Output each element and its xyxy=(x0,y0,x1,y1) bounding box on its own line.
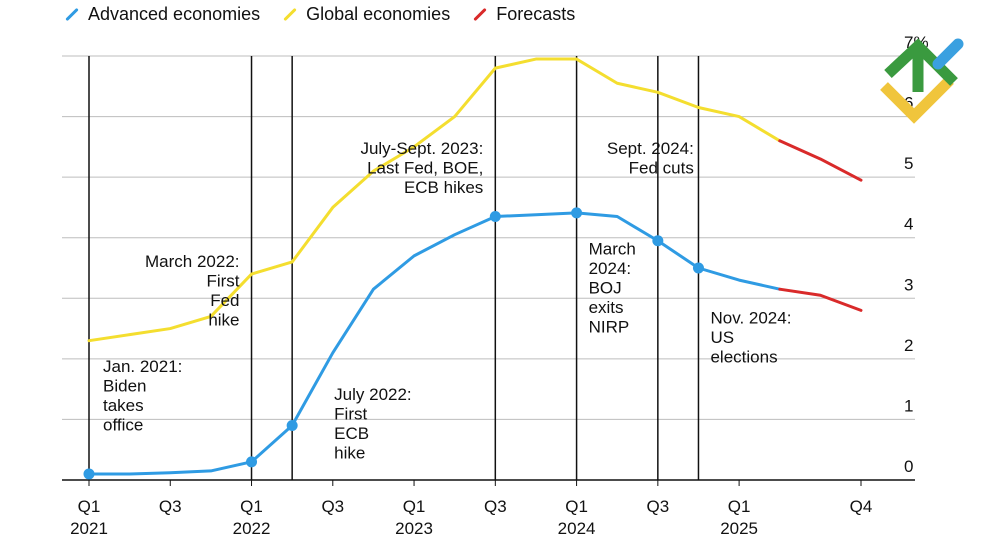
legend-label-forecasts: Forecasts xyxy=(496,4,576,24)
y-tick-label: 5 xyxy=(904,154,913,173)
x-tick-year: 2021 xyxy=(70,519,108,538)
legend-item-forecasts: Forecasts xyxy=(472,4,575,25)
x-tick-label: Q1 xyxy=(728,497,751,516)
x-tick-year: 2022 xyxy=(233,519,271,538)
y-tick-label: 2 xyxy=(904,336,913,355)
data-point-marker xyxy=(652,235,664,247)
brand-logo-icon xyxy=(880,38,964,124)
x-tick-year: 2025 xyxy=(720,519,758,538)
data-point-marker xyxy=(692,262,704,274)
x-tick-label: Q3 xyxy=(646,497,669,516)
y-tick-label: 1 xyxy=(904,396,913,415)
event-annotation-6: Nov. 2024: US elections xyxy=(710,309,791,367)
y-tick-label: 0 xyxy=(904,457,913,476)
forecast-line-global xyxy=(778,139,863,182)
event-annotation-1: March 2022: First Fed hike xyxy=(145,252,240,330)
event-annotations: Jan. 2021: Biden takes office March 2022: Fir… xyxy=(103,139,791,462)
event-annotation-5: Sept. 2024: Fed cuts xyxy=(607,139,694,178)
y-tick-label: 4 xyxy=(904,215,913,234)
series-markers xyxy=(83,207,704,480)
event-lines xyxy=(88,56,700,480)
event-annotation-0: Jan. 2021: Biden takes office xyxy=(103,357,182,435)
x-tick-label: Q3 xyxy=(159,497,182,516)
x-tick-label: Q4 xyxy=(850,497,873,516)
event-annotation-4: March 2024: BOJ exits NIRP xyxy=(589,240,636,337)
series-line-global xyxy=(87,57,782,343)
x-tick-year: 2024 xyxy=(558,519,596,538)
event-annotation-2: July 2022: First ECB hike xyxy=(334,385,412,463)
series-lines xyxy=(87,57,863,476)
forecast-line-advanced xyxy=(778,287,863,312)
x-tick-year: 2023 xyxy=(395,519,433,538)
data-point-marker xyxy=(489,211,501,223)
legend-item-advanced: Advanced economies xyxy=(64,4,260,25)
x-axis-labels: Q1 2021 Q3 Q1 2022 Q3 Q1 2023 Q3 Q1 2024 Q3 Q1 2025 Q4 xyxy=(70,480,872,538)
series-line-advanced xyxy=(87,211,782,476)
legend-item-global: Global economies xyxy=(282,4,450,25)
legend: Advanced economies Global economies Fore… xyxy=(64,4,575,25)
data-point-marker xyxy=(286,419,298,431)
x-tick-label: Q3 xyxy=(484,497,507,516)
gridlines xyxy=(62,55,915,481)
x-tick-label: Q1 xyxy=(78,497,101,516)
x-tick-label: Q1 xyxy=(565,497,588,516)
data-point-marker xyxy=(83,468,95,480)
data-point-marker xyxy=(571,207,583,219)
x-tick-label: Q3 xyxy=(321,497,344,516)
x-tick-label: Q1 xyxy=(240,497,263,516)
x-tick-label: Q1 xyxy=(403,497,426,516)
y-tick-label: 3 xyxy=(904,275,913,294)
data-point-marker xyxy=(246,456,258,468)
legend-label-global: Global economies xyxy=(306,4,451,24)
event-annotation-3: July-Sept. 2023: Last Fed, BOE, ECB hikes xyxy=(360,139,483,197)
legend-label-advanced: Advanced economies xyxy=(88,4,261,24)
